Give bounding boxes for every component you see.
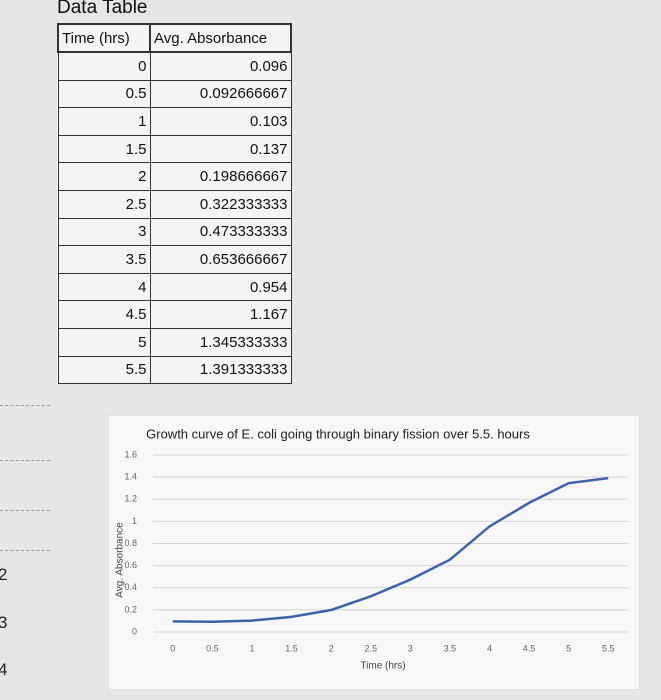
data-table: Time (hrs) Avg. Absorbance 0 0.096 0.5 0.0926… xyxy=(57,23,292,385)
chart: Growth curve of E. coli going through bi… xyxy=(108,415,640,690)
table-row: 3 0.473333333 xyxy=(57,217,292,247)
table-row: 5.5 1.391333333 xyxy=(57,355,292,385)
table-cell: 1.345333333 xyxy=(149,327,292,357)
table-cell: 0 xyxy=(57,51,151,81)
table-row: 3.5 0.653666667 xyxy=(57,245,292,274)
table-cell: 0.653666667 xyxy=(149,245,292,274)
table-cell: 3 xyxy=(57,217,151,247)
table-row: 1 0.103 xyxy=(57,107,292,136)
x-tick-label: 4.5 xyxy=(523,643,536,653)
y-tick-label: 0 xyxy=(132,626,137,636)
x-tick-label: 5.5 xyxy=(602,643,615,653)
x-tick-label: 3.5 xyxy=(444,643,457,653)
table-cell: 2.5 xyxy=(57,189,151,219)
row-number: 4 xyxy=(0,660,8,679)
row-number: 3 xyxy=(0,613,8,632)
table-cell: 4 xyxy=(57,272,151,302)
x-tick-label: 3 xyxy=(408,643,413,653)
x-tick-label: 2 xyxy=(329,643,334,653)
x-tick-label: 0 xyxy=(170,643,175,653)
cell-border xyxy=(0,550,50,551)
table-cell: 1 xyxy=(57,107,151,136)
table-row: 4 0.954 xyxy=(57,272,292,302)
x-tick-label: 1 xyxy=(249,643,254,653)
column-header: Time (hrs) xyxy=(57,23,151,53)
y-axis-label: Avg. Absorbance xyxy=(115,522,126,598)
column-header: Avg. Absorbance xyxy=(149,23,292,53)
y-tick-label: 1.4 xyxy=(124,472,137,482)
y-tick-label: 1.6 xyxy=(124,449,137,459)
table-cell: 1.167 xyxy=(149,300,292,329)
table-cell: 0.092666667 xyxy=(149,79,292,109)
x-axis-label: Time (hrs) xyxy=(360,661,405,672)
row-number: 2 xyxy=(0,565,8,584)
x-tick-label: 0.5 xyxy=(206,643,219,653)
x-tick-label: 2.5 xyxy=(364,643,377,653)
table-cell: 3.5 xyxy=(57,245,151,274)
table-cell: 2 xyxy=(57,162,151,191)
x-tick-label: 4 xyxy=(487,643,492,653)
x-tick-label: 5 xyxy=(566,643,571,653)
table-cell: 0.198666667 xyxy=(149,162,292,191)
y-tick-label: 1 xyxy=(132,516,137,526)
table-caption: Data Table xyxy=(57,0,148,18)
cell-border xyxy=(0,460,50,461)
chart-area xyxy=(108,415,640,690)
table-cell: 0.5 xyxy=(57,79,151,109)
y-tick-label: 0.6 xyxy=(124,560,137,570)
table-cell: 0.096 xyxy=(149,51,292,81)
table-cell: 0.473333333 xyxy=(149,217,292,247)
table-row: 1.5 0.137 xyxy=(57,134,292,164)
data-line xyxy=(172,476,609,623)
table-cell: 1.5 xyxy=(57,134,151,164)
cell-border xyxy=(0,510,50,511)
table-cell: 0.322333333 xyxy=(149,189,292,219)
table-row: 4.5 1.167 xyxy=(57,300,292,329)
table-cell: 5.5 xyxy=(57,355,151,385)
table-row: 0.5 0.092666667 xyxy=(57,79,292,109)
y-tick-label: 1.2 xyxy=(124,494,137,504)
table-cell: 5 xyxy=(57,327,151,357)
table-cell: 4.5 xyxy=(57,300,151,329)
table-cell: 0.103 xyxy=(149,107,292,136)
table-cell: 0.954 xyxy=(149,272,292,302)
y-tick-label: 0.2 xyxy=(124,604,137,614)
chart-title: Growth curve of E. coli going through bi… xyxy=(146,426,530,441)
table-row: 0 0.096 xyxy=(57,51,292,81)
table-cell: 1.391333333 xyxy=(149,355,292,385)
table-cell: 0.137 xyxy=(149,134,292,164)
y-tick-label: 0.8 xyxy=(124,538,137,548)
x-tick-label: 1.5 xyxy=(285,643,298,653)
table-row: 2.5 0.322333333 xyxy=(57,189,292,219)
table-row: 5 1.345333333 xyxy=(57,327,292,357)
cell-border xyxy=(0,405,50,406)
table-row: 2 0.198666667 xyxy=(57,162,292,191)
y-tick-label: 0.4 xyxy=(124,582,137,592)
